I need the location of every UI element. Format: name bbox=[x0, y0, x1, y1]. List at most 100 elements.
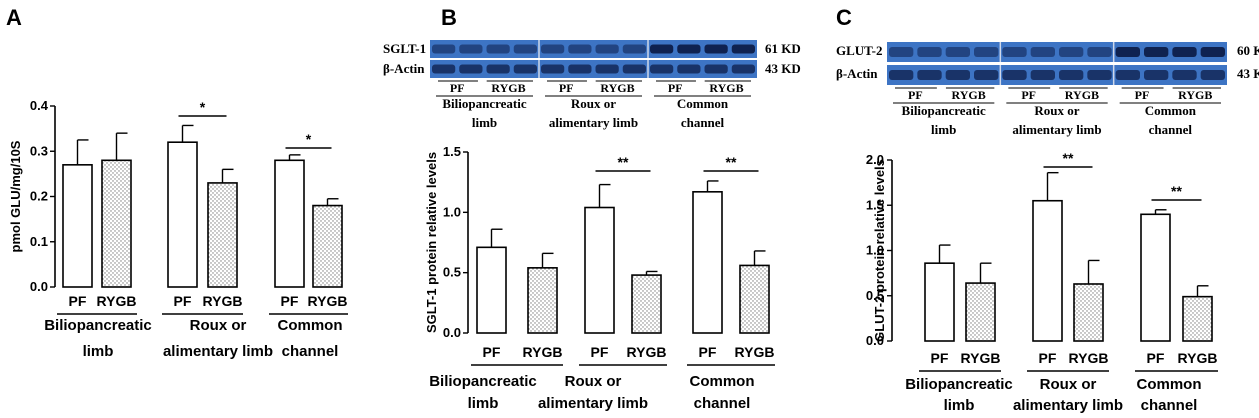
blot-group-label: alimentary limb bbox=[1012, 122, 1101, 137]
blot-band bbox=[541, 44, 565, 54]
blot-lane-label: PF bbox=[1135, 88, 1150, 102]
bar-rygb bbox=[965, 282, 996, 342]
blot-strip bbox=[887, 65, 1227, 85]
x-category-label: RYGB bbox=[203, 293, 243, 309]
blot-lane-label: PF bbox=[450, 81, 465, 95]
blot-band bbox=[731, 64, 755, 74]
bar-pf bbox=[1032, 199, 1063, 342]
x-category-label: PF bbox=[931, 350, 949, 366]
x-category-label: RYGB bbox=[1178, 350, 1218, 366]
x-category-label: RYGB bbox=[97, 293, 137, 309]
significance-marker: * bbox=[200, 99, 206, 115]
bar-rygb bbox=[312, 204, 343, 288]
blot-band bbox=[432, 44, 456, 54]
y-tick-label: 1.0 bbox=[866, 243, 884, 258]
y-tick-label: 2.0 bbox=[866, 152, 884, 167]
y-tick-label: 0.0 bbox=[443, 325, 461, 340]
group-label: Biliopancreatic bbox=[44, 317, 152, 334]
group-label: limb bbox=[83, 343, 114, 360]
bar-rygb bbox=[739, 264, 770, 334]
blot-group-label: Roux or bbox=[1034, 103, 1079, 118]
blot-band bbox=[541, 64, 565, 74]
bar-pf bbox=[692, 191, 723, 334]
x-category-label: PF bbox=[1147, 350, 1165, 366]
blot-band bbox=[650, 64, 674, 74]
blot-lane-label: RYGB bbox=[709, 81, 743, 95]
blot-lane-label: RYGB bbox=[951, 88, 985, 102]
y-tick-label: 0.4 bbox=[30, 98, 49, 113]
blot-band bbox=[1172, 47, 1197, 57]
bar-rygb bbox=[1073, 283, 1104, 342]
blot-band bbox=[513, 64, 537, 74]
y-axis-label: pmol GLU/mg/10S bbox=[8, 140, 23, 252]
y-axis-label: GLUT-2 protein relative levels bbox=[872, 159, 887, 342]
blot-band bbox=[704, 44, 728, 54]
blot-band bbox=[889, 70, 914, 80]
x-category-label: RYGB bbox=[308, 293, 348, 309]
y-tick-label: 0.1 bbox=[30, 234, 48, 249]
x-category-label: RYGB bbox=[735, 344, 775, 360]
y-axis-label: SGLT-1 protein relative levels bbox=[424, 152, 439, 333]
blot-group-label: channel bbox=[681, 115, 725, 130]
panel-letter-c: C bbox=[836, 5, 852, 30]
x-category-label: PF bbox=[1039, 350, 1057, 366]
blot-band bbox=[486, 64, 510, 74]
panel-a: 0.0 0.1 0.2 0.3 0.4 pmol GLU/mg/10S PF RYGB PF RY… bbox=[8, 98, 348, 360]
blot-group-label: limb bbox=[472, 115, 497, 130]
blot-protein-kd: 61 KD bbox=[765, 41, 801, 56]
group-label: channel bbox=[694, 395, 751, 412]
bar-rygb bbox=[631, 274, 662, 334]
blot-band bbox=[917, 70, 942, 80]
blot-band bbox=[1002, 47, 1027, 57]
blot-band bbox=[595, 44, 619, 54]
blot-band bbox=[650, 44, 674, 54]
x-category-label: RYGB bbox=[523, 344, 563, 360]
blot-band bbox=[568, 64, 592, 74]
blot-protein-label: SGLT-1 bbox=[383, 41, 426, 56]
blot-band bbox=[1200, 70, 1225, 80]
blot-strip bbox=[887, 42, 1227, 62]
group-label: channel bbox=[282, 343, 339, 360]
blot-band bbox=[568, 44, 592, 54]
bar-pf bbox=[62, 164, 93, 288]
x-category-label: PF bbox=[483, 344, 501, 360]
blot-band bbox=[486, 44, 510, 54]
group-label: Common bbox=[278, 317, 343, 334]
y-tick-label: 1.0 bbox=[443, 204, 461, 219]
significance-marker: ** bbox=[1171, 183, 1182, 199]
bar-rygb bbox=[527, 267, 558, 334]
blot-band bbox=[595, 64, 619, 74]
blot-control-label: β-Actin bbox=[836, 66, 878, 81]
blot-band bbox=[1087, 70, 1112, 80]
group-label: Roux or bbox=[190, 317, 247, 334]
blot-lane-label: PF bbox=[908, 88, 923, 102]
group-label: Biliopancreatic bbox=[905, 376, 1013, 393]
blot-band bbox=[731, 44, 755, 54]
y-tick-label: 0.0 bbox=[30, 279, 48, 294]
blot-band bbox=[1200, 47, 1225, 57]
blot-protein-label: GLUT-2 bbox=[836, 43, 882, 58]
bar-pf bbox=[924, 262, 955, 342]
blot-group-label: channel bbox=[1149, 122, 1193, 137]
group-label: Roux or bbox=[565, 373, 622, 390]
x-category-label: RYGB bbox=[961, 350, 1001, 366]
blot-strip bbox=[430, 40, 757, 58]
group-label: Common bbox=[690, 373, 755, 390]
blot-band bbox=[945, 47, 970, 57]
blot-strip bbox=[430, 60, 757, 78]
blot-control-kd: 43 KD bbox=[765, 61, 801, 76]
blot-band bbox=[1059, 70, 1084, 80]
bar-rygb bbox=[207, 182, 238, 288]
chart-panels: 0.0 0.1 0.2 0.3 0.4 pmol GLU/mg/10S PF RYGB PF RY… bbox=[8, 40, 1259, 414]
bar-rygb bbox=[1182, 295, 1213, 342]
x-category-label: PF bbox=[69, 293, 87, 309]
blot-band bbox=[1059, 47, 1084, 57]
blot-band bbox=[704, 64, 728, 74]
x-category-label: RYGB bbox=[1069, 350, 1109, 366]
bar-pf bbox=[1140, 213, 1171, 342]
blot-band bbox=[513, 44, 537, 54]
